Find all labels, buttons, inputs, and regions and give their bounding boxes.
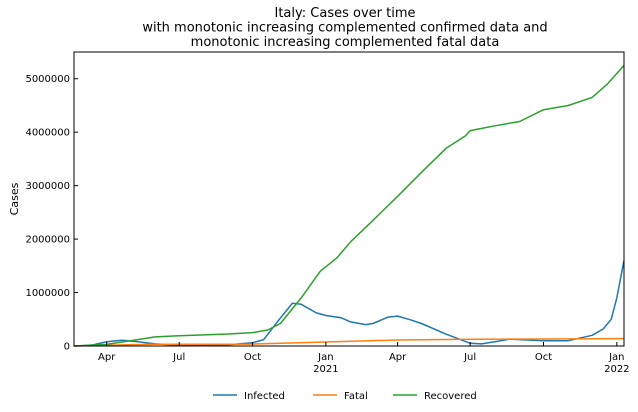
x-tick-label: Oct	[535, 352, 552, 363]
chart-title-line: monotonic increasing complemented fatal …	[191, 35, 500, 50]
x-tick-label: Oct	[244, 352, 261, 363]
legend-label-fatal: Fatal	[344, 391, 368, 402]
series-line-recovered	[73, 64, 625, 347]
x-tick-label: 2021	[313, 364, 338, 375]
legend-label-recovered: Recovered	[424, 391, 477, 402]
chart-title-line: Italy: Cases over time	[275, 6, 416, 21]
y-tick-label: 0	[64, 342, 70, 353]
y-axis-ticks: 0 1000000 2000000 3000000 4000000 5000000	[25, 74, 78, 353]
x-tick-label: 2022	[604, 364, 629, 375]
y-tick-label: 4000000	[25, 128, 70, 139]
chart-title-line: with monotonic increasing complemented c…	[142, 21, 547, 36]
plot-lines	[73, 64, 625, 347]
y-tick-label: 1000000	[25, 288, 70, 299]
y-axis-label: Cases	[8, 182, 21, 215]
x-tick-label: Jan	[317, 352, 333, 363]
y-tick-label: 2000000	[25, 235, 70, 246]
series-line-infected	[73, 260, 625, 347]
legend: Infected Fatal Recovered	[213, 391, 477, 402]
legend-label-infected: Infected	[244, 391, 285, 402]
y-tick-label: 3000000	[25, 181, 70, 192]
x-tick-label: Jul	[172, 352, 185, 363]
x-tick-label: Apr	[98, 352, 116, 363]
x-tick-label: Jul	[463, 352, 476, 363]
plot-frame	[73, 51, 625, 347]
x-tick-label: Apr	[389, 352, 407, 363]
y-tick-label: 5000000	[25, 74, 70, 85]
series-line-fatal	[73, 337, 625, 347]
x-tick-label: Jan	[608, 352, 624, 363]
